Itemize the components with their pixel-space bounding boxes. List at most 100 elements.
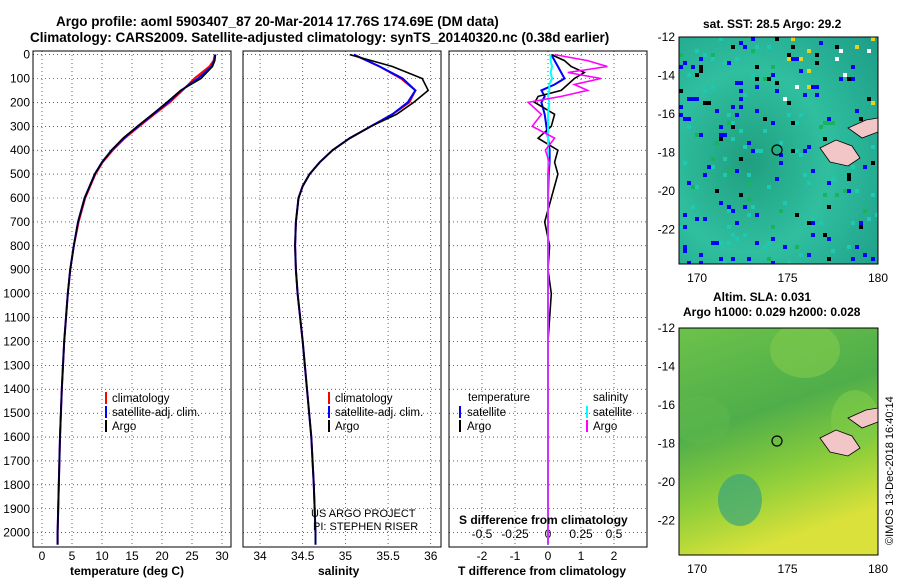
sst-cell bbox=[831, 249, 835, 253]
sst-cell bbox=[767, 185, 771, 189]
sst-cell bbox=[703, 101, 707, 105]
figure-title-line2: Climatology: CARS2009. Satellite-adjuste… bbox=[30, 30, 609, 45]
sst-cell bbox=[771, 237, 775, 241]
temperature-tick-label: 10 bbox=[95, 549, 109, 563]
sst-cell bbox=[731, 137, 735, 141]
sst-cell bbox=[767, 77, 771, 81]
legend-salinity-header: salinity bbox=[593, 392, 628, 404]
sst-cell bbox=[859, 221, 863, 225]
sst-cell bbox=[683, 117, 687, 121]
sst-cell bbox=[791, 121, 795, 125]
sst-cell bbox=[771, 225, 775, 229]
sst-cell bbox=[731, 125, 735, 129]
sst-cell bbox=[799, 253, 803, 257]
sst-cell bbox=[831, 121, 835, 125]
sst-cell bbox=[691, 205, 695, 209]
map-longitude-tick: 175 bbox=[778, 562, 798, 576]
sst-cell bbox=[863, 209, 867, 213]
float-position-marker bbox=[771, 435, 783, 447]
map-latitude-tick: -16 bbox=[658, 398, 676, 412]
sst-cell bbox=[719, 137, 723, 141]
project-annotation: US ARGO PROJECT bbox=[311, 508, 416, 520]
sst-cell bbox=[735, 81, 739, 85]
sst-cell bbox=[799, 113, 803, 117]
sst-cell bbox=[727, 169, 731, 173]
sst-cell bbox=[735, 57, 739, 61]
sst-cell bbox=[683, 225, 687, 229]
sst-cell bbox=[791, 57, 795, 61]
map-longitude-tick: 170 bbox=[687, 271, 707, 285]
difference-tick-label: 0 bbox=[545, 549, 552, 563]
sst-cell bbox=[779, 153, 783, 157]
sst-cell bbox=[787, 113, 791, 117]
legend-satellite-label: satellite-adj. clim. bbox=[335, 407, 423, 419]
sst-cell bbox=[763, 245, 767, 249]
difference-temperature-satellite-line bbox=[540, 54, 566, 545]
sst-cell bbox=[827, 237, 831, 241]
depth-tick-label: 900 bbox=[10, 263, 30, 277]
sst-cell bbox=[871, 145, 875, 149]
sst-cell bbox=[819, 221, 823, 225]
map-longitude-tick: 180 bbox=[868, 562, 888, 576]
sst-cell bbox=[811, 217, 815, 221]
sst-cell bbox=[711, 53, 715, 57]
sst-cell bbox=[859, 225, 863, 229]
map-latitude-tick: -12 bbox=[658, 321, 676, 335]
depth-tick-label: 1600 bbox=[3, 430, 30, 444]
sst-cell bbox=[683, 61, 687, 65]
sst-cell bbox=[779, 141, 783, 145]
sst-cell bbox=[795, 149, 799, 153]
temperature-tick-label: 15 bbox=[125, 549, 139, 563]
sst-cell bbox=[747, 257, 751, 261]
sst-map-ticks: 170 175 180 -12 -14 -16 -18 -20 -22 bbox=[658, 30, 889, 285]
sst-cell bbox=[875, 213, 878, 217]
sst-cell bbox=[683, 245, 687, 249]
salinity-tick-label: 34.5 bbox=[291, 549, 315, 563]
sst-cell bbox=[867, 217, 871, 221]
sst-cell bbox=[755, 45, 759, 49]
sst-cell bbox=[751, 73, 755, 77]
sst-cell bbox=[851, 65, 855, 69]
sst-cell bbox=[679, 53, 683, 57]
sst-cell bbox=[807, 49, 811, 53]
sst-cell bbox=[739, 105, 743, 109]
map-longitude-tick: 180 bbox=[868, 271, 888, 285]
temperature-legend: climatology satellite-adj. clim. Argo bbox=[105, 392, 200, 433]
map-latitude-tick: -20 bbox=[658, 475, 676, 489]
sst-cell bbox=[815, 93, 819, 97]
sst-cell bbox=[787, 57, 791, 61]
sst-cell bbox=[835, 193, 839, 197]
sst-cell bbox=[791, 37, 795, 41]
sst-cell bbox=[871, 101, 875, 105]
sst-cell bbox=[715, 141, 719, 145]
sst-cell bbox=[755, 85, 759, 89]
depth-tick-labels: 0 100 200 300 400 500 600 700 800 900 1000 1100 1200… bbox=[3, 48, 30, 540]
sst-cell bbox=[731, 257, 735, 261]
sst-cell bbox=[755, 241, 759, 245]
sst-cell bbox=[679, 105, 683, 109]
sst-cell bbox=[811, 221, 815, 225]
sst-cell bbox=[735, 113, 739, 117]
salinity-tick-labels: 34 34.5 35 35.5 36 bbox=[253, 549, 437, 563]
sst-cell bbox=[727, 205, 731, 209]
sst-cell bbox=[775, 89, 779, 93]
sst-cell bbox=[727, 121, 731, 125]
sst-cell bbox=[839, 49, 843, 53]
pi-annotation: PI: STEPHEN RISER bbox=[313, 521, 418, 533]
sst-cell bbox=[847, 77, 851, 81]
sst-cell bbox=[711, 57, 715, 61]
sst-cell bbox=[823, 137, 827, 141]
temperature-tick-labels: 0 5 10 15 20 25 30 bbox=[39, 549, 229, 563]
depth-tick-label: 1200 bbox=[3, 334, 30, 348]
legend-t-satellite-label: satellite bbox=[467, 407, 506, 419]
sst-cell bbox=[827, 181, 831, 185]
sst-cell bbox=[747, 141, 751, 145]
sst-cell bbox=[719, 257, 723, 261]
depth-tick-label: 0 bbox=[23, 48, 30, 62]
temperature-argo-line bbox=[56, 54, 217, 545]
depth-tick-label: 400 bbox=[10, 143, 30, 157]
sst-cell bbox=[695, 185, 699, 189]
sst-cell bbox=[799, 57, 803, 61]
sst-cell bbox=[847, 177, 851, 181]
sst-cell bbox=[739, 129, 743, 133]
